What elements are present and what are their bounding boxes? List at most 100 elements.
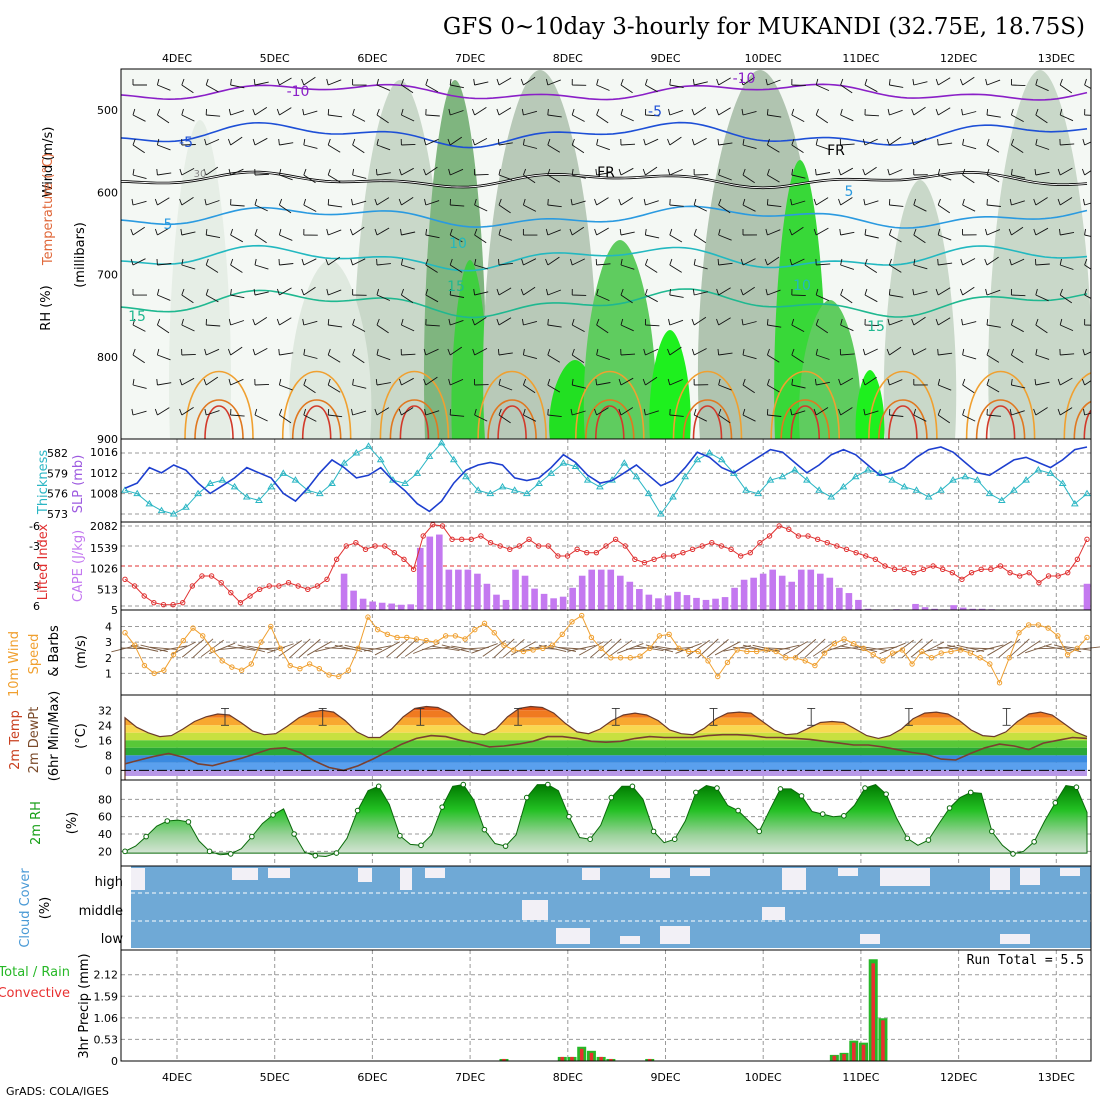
wind-barb bbox=[864, 258, 878, 273]
cloud-gap bbox=[990, 868, 1010, 890]
precip-conv-bar bbox=[832, 1055, 837, 1061]
li-tick: 3 bbox=[33, 580, 40, 593]
wind-barb bbox=[789, 226, 804, 236]
wind-barb bbox=[862, 376, 877, 386]
lifted-index-point bbox=[968, 569, 975, 576]
wind-barb bbox=[156, 288, 171, 301]
wind-barb-10m bbox=[655, 645, 684, 652]
wind-barb bbox=[887, 318, 903, 326]
cape-bar bbox=[550, 598, 557, 610]
lifted-index-point bbox=[786, 526, 792, 533]
lifted-index-point bbox=[343, 543, 349, 549]
wind-barb bbox=[571, 78, 587, 86]
rh-point bbox=[904, 835, 911, 842]
temperature-band bbox=[125, 725, 1087, 733]
wind-barb bbox=[228, 318, 245, 326]
wind-barb bbox=[447, 136, 463, 146]
rh-point bbox=[481, 826, 488, 833]
lifted-index-point bbox=[189, 583, 196, 589]
wind-barb-10m bbox=[421, 646, 450, 650]
rh2m-label-1: 2m RH bbox=[29, 801, 44, 845]
wind-barb bbox=[913, 379, 928, 386]
cape-bar bbox=[978, 608, 986, 610]
thickness-tick: 582 bbox=[47, 447, 68, 460]
lifted-index-point bbox=[218, 579, 224, 586]
cape-bar bbox=[445, 569, 453, 610]
lifted-index-point bbox=[757, 539, 763, 546]
wind-barb bbox=[230, 198, 245, 207]
cloud-middle-label: middle bbox=[79, 904, 123, 919]
wind-speed-point bbox=[715, 673, 721, 680]
cape-bar bbox=[740, 579, 748, 610]
temperature-band bbox=[125, 762, 1087, 771]
isotherm bbox=[121, 205, 1088, 229]
day-label-bottom: 7DEC bbox=[455, 1071, 485, 1084]
wind-barb bbox=[228, 378, 244, 386]
wind-barb bbox=[815, 108, 829, 124]
wind-barb bbox=[791, 378, 806, 389]
wind-barb bbox=[1081, 378, 1091, 386]
wind-barb bbox=[594, 197, 609, 206]
cloud-low-label: low bbox=[101, 932, 124, 947]
day-label-top: 4DEC bbox=[162, 52, 192, 65]
wind-barb bbox=[838, 197, 853, 206]
lifted-index-point bbox=[391, 549, 398, 556]
rh-point bbox=[164, 818, 171, 824]
wind-barb bbox=[254, 168, 270, 176]
lifted-index-point bbox=[1007, 569, 1013, 576]
wind-barb bbox=[547, 378, 561, 393]
wind-barb bbox=[303, 198, 317, 212]
wind-barb bbox=[643, 138, 659, 146]
cape-bar bbox=[655, 598, 662, 610]
thickness-point bbox=[888, 476, 897, 483]
wind-barb bbox=[253, 288, 269, 296]
lifted-index-point bbox=[305, 586, 311, 593]
thickness-point bbox=[352, 449, 361, 456]
wind-barb bbox=[985, 288, 1001, 296]
thickness-point bbox=[936, 486, 945, 493]
cloud-gap bbox=[400, 868, 412, 890]
wind-barb bbox=[181, 288, 194, 304]
thickness-point bbox=[401, 479, 409, 486]
cape-bar bbox=[340, 573, 348, 610]
lifted-index-point bbox=[661, 553, 667, 559]
wind-barb bbox=[693, 378, 709, 386]
wind-speed-point bbox=[1035, 622, 1042, 628]
cape-bar bbox=[455, 569, 462, 610]
wind-barb bbox=[130, 258, 146, 266]
wind-barb bbox=[302, 318, 318, 326]
wind-barb bbox=[937, 408, 951, 424]
wind-barb bbox=[789, 258, 805, 266]
wind-barb bbox=[888, 288, 904, 298]
wind-barb bbox=[886, 136, 902, 146]
isotherm-warm bbox=[1073, 400, 1091, 439]
cape-bar bbox=[464, 569, 472, 610]
cape-bar bbox=[769, 569, 776, 610]
wind-barb bbox=[620, 138, 636, 146]
wind-barb bbox=[911, 138, 927, 146]
wind-barb bbox=[1010, 378, 1026, 389]
wind-barb bbox=[644, 78, 658, 93]
wind-barb bbox=[449, 198, 465, 207]
wind-barb bbox=[399, 167, 414, 176]
temperature-label: -10 bbox=[287, 84, 310, 100]
thickness-point bbox=[839, 482, 848, 490]
lifted-index-point bbox=[1026, 569, 1032, 576]
wind-barb bbox=[375, 168, 391, 176]
lifted-index-point bbox=[507, 546, 513, 553]
wind-barb bbox=[522, 408, 537, 422]
wind-barb bbox=[864, 318, 880, 327]
pressure-tick: 500 bbox=[97, 104, 118, 117]
wind-barb bbox=[131, 198, 147, 206]
wind-speed-point bbox=[530, 647, 536, 653]
wind-speed-point bbox=[831, 640, 838, 647]
lifted-index-point bbox=[295, 583, 301, 589]
rh-area bbox=[855, 370, 885, 439]
wind-barb bbox=[545, 288, 562, 296]
lifted-index-point bbox=[824, 539, 830, 546]
wind-barb bbox=[935, 77, 951, 86]
wind-barb bbox=[205, 78, 219, 93]
temp-tick: 16 bbox=[98, 734, 112, 747]
day-label-bottom: 6DEC bbox=[357, 1071, 387, 1084]
wind-speed-point bbox=[501, 642, 507, 648]
